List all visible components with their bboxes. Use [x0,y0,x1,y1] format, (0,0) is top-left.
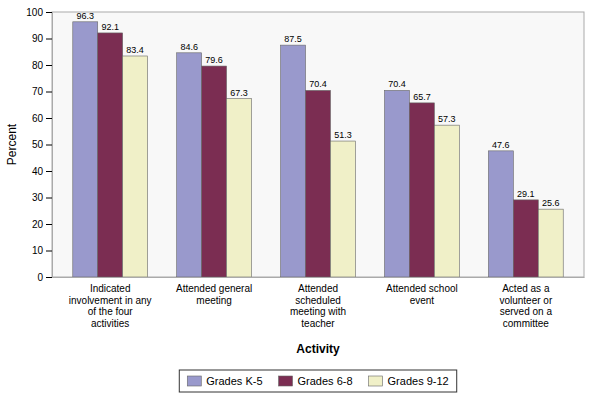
y-axis-title: Percent [5,123,19,165]
y-tick-label: 70 [32,86,44,97]
y-tick-mark [46,12,52,13]
bar [330,141,355,277]
y-tick-mark [46,65,52,66]
data-label: 96.3 [76,11,94,21]
y-tick-label: 0 [37,272,43,283]
y-tick: 90 [32,33,52,44]
y-tick-mark [46,118,52,119]
y-tick: 100 [26,7,52,18]
legend-swatch [187,376,201,386]
data-label: 47.6 [492,140,510,150]
x-tick-label: Attendedscheduledmeeting withteacher [290,283,346,329]
data-labels: 96.3 84.6 87.5 70.4 47.6 92.1 79.6 70.4 65.7 29.1… [76,11,559,208]
data-label: 65.7 [413,92,431,102]
series-bars [123,56,564,277]
y-tick-mark [46,224,52,225]
y-tick: 10 [32,245,52,256]
data-label: 57.3 [438,114,456,124]
bar [98,33,123,277]
x-tick-label: Attended generalmeeting [176,283,252,306]
y-tick-label: 20 [32,219,44,230]
y-tick-mark [46,92,52,93]
y-tick-mark [46,145,52,146]
y-tick-mark [46,171,52,172]
y-tick: 50 [32,139,52,150]
bar [281,45,306,277]
data-label: 92.1 [101,22,119,32]
bar [409,103,434,277]
data-label: 70.4 [309,79,327,89]
bar [434,125,459,277]
data-label: 67.3 [230,88,248,98]
plot: 0 10 20 30 40 50 60 70 80 90 100 Indicatedinvolveme… [5,7,585,356]
legend-label: Grades 6-8 [298,375,353,387]
y-tick-label: 50 [32,139,44,150]
y-tick: 0 [37,272,52,283]
x-tick: Attended schoolevent [386,283,458,306]
plot-frame [52,12,584,277]
y-tick-label: 30 [32,192,44,203]
x-axis-title: Activity [296,342,340,356]
data-label: 51.3 [334,130,352,140]
legend-frame [179,370,456,392]
x-tick: Acted as avolunteer orserved on acommitt… [499,283,552,329]
chart: 0 10 20 30 40 50 60 70 80 90 100 Indicatedinvolveme… [0,0,599,407]
x-tick-label: Indicatedinvolvement in anyof the fourac… [69,283,152,329]
y-tick-label: 100 [26,7,43,18]
series-bars [73,22,514,277]
y-tick: 80 [32,60,52,71]
legend-label: Grades 9-12 [388,375,449,387]
x-tick: Indicatedinvolvement in anyof the fourac… [69,283,152,329]
y-tick: 70 [32,86,52,97]
data-label: 70.4 [388,79,406,89]
x-axis-line [53,277,585,278]
bars [73,22,563,277]
legend-swatch [369,376,383,386]
y-tick-label: 40 [32,166,44,177]
x-tick: Attendedscheduledmeeting withteacher [290,283,346,329]
bar [306,90,331,277]
data-label: 29.1 [517,189,535,199]
y-tick: 60 [32,113,52,124]
y-axis-line [46,13,53,278]
legend-swatch [279,376,293,386]
x-axis: Indicatedinvolvement in anyof the fourac… [53,278,585,329]
legend-item: Grades 6-8 [279,375,353,387]
series-bars [98,33,539,277]
bar [177,53,202,277]
bar [227,99,252,277]
y-tick-label: 60 [32,113,44,124]
x-tick-label: Acted as avolunteer orserved on acommitt… [499,283,552,329]
bar [385,90,410,277]
y-tick-mark [46,251,52,252]
y-axis: 0 10 20 30 40 50 60 70 80 90 100 [26,7,52,283]
data-label: 79.6 [205,55,223,65]
x-tick: Attended generalmeeting [176,283,252,306]
x-tick-label: Attended schoolevent [386,283,458,306]
y-tick: 30 [32,192,52,203]
data-label: 87.5 [284,34,302,44]
y-tick-label: 80 [32,60,44,71]
bar [488,151,513,277]
y-tick: 40 [32,166,52,177]
y-tick-mark [46,198,52,199]
legend-item: Grades K-5 [187,375,262,387]
y-tick: 20 [32,219,52,230]
bar [538,209,563,277]
bar [123,56,148,277]
bar [513,200,538,277]
y-tick-mark [46,39,52,40]
y-tick-label: 10 [32,245,44,256]
data-label: 84.6 [180,42,198,52]
legend: Grades K-5 Grades 6-8 Grades 9-12 [179,370,456,392]
bar [202,66,227,277]
y-tick-label: 90 [32,33,44,44]
data-label: 83.4 [126,45,144,55]
y-tick-mark [46,277,52,278]
legend-label: Grades K-5 [206,375,262,387]
data-label: 25.6 [542,198,560,208]
bar [73,22,98,277]
legend-item: Grades 9-12 [369,375,449,387]
